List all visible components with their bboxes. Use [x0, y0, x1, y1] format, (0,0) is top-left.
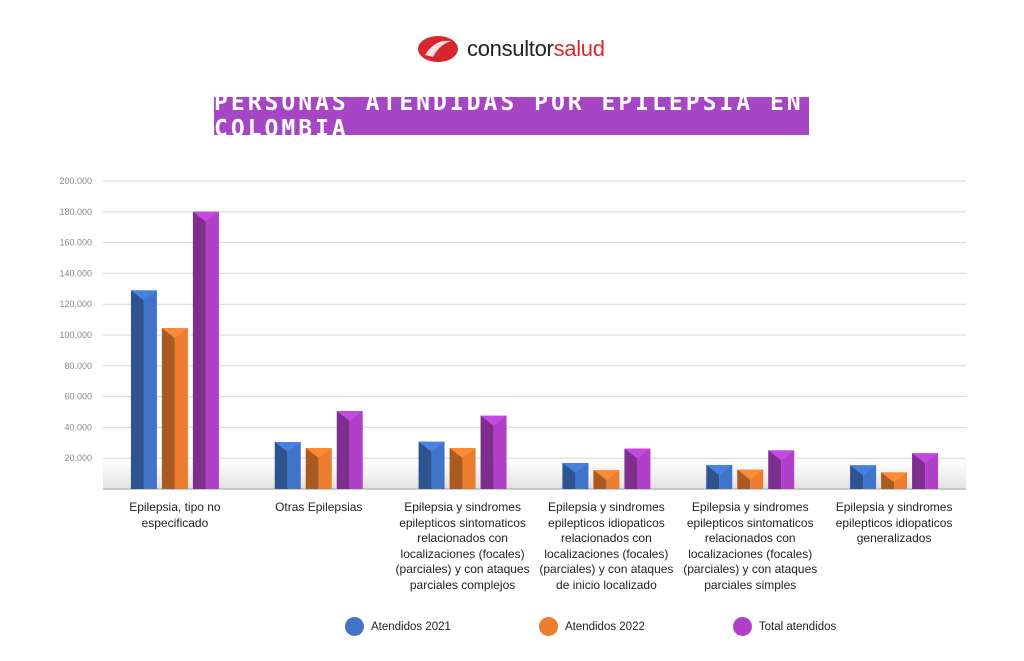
bar-2 [192, 211, 206, 490]
bar-0 [274, 442, 288, 489]
bar-1-top [881, 472, 908, 483]
y-tick-label: 200.000 [59, 176, 92, 186]
bar-2-top [336, 411, 363, 422]
bar-2-face [349, 411, 363, 489]
x-tick-label: Otras Epilepsias [275, 500, 363, 514]
bar-0-top [562, 462, 589, 473]
y-tick-label: 40.000 [64, 422, 92, 432]
bar-1-top [449, 448, 476, 459]
y-tick-label: 80.000 [64, 361, 92, 371]
x-tick-label: Epilepsia y sindromes epilepticos sintom… [395, 500, 530, 592]
bar-2-face [925, 453, 939, 489]
consultorsalud-logo-icon [418, 36, 458, 62]
legend-swatch-icon [538, 617, 558, 636]
legend-item: Atendidos 2022 [538, 617, 645, 636]
legend-item: Atendidos 2021 [345, 617, 451, 636]
bar-2-top [912, 453, 939, 464]
bar-1 [449, 448, 463, 489]
bar-0-face [143, 290, 157, 489]
chart-floor [103, 459, 966, 489]
legend-label: Atendidos 2021 [371, 620, 451, 633]
bar-2 [912, 453, 926, 489]
legend-swatch-icon [345, 617, 364, 636]
bar-1-face [174, 328, 188, 489]
bar-0 [130, 290, 144, 489]
x-tick-label: Epilepsia y sindromes epilepticos idiopa… [539, 500, 674, 592]
bar-2 [624, 448, 638, 489]
bar-1-top [593, 470, 620, 481]
legend: Atendidos 2021 Atendidos 2022 Total atendi… [345, 617, 924, 636]
bar-0-top [706, 464, 733, 475]
bar-2-face [205, 211, 219, 490]
bar-2 [480, 415, 494, 489]
y-tick-label: 120.000 [59, 299, 92, 309]
y-tick-label: 60.000 [64, 392, 92, 402]
bar-1-face [462, 448, 476, 489]
bar-2-face [637, 448, 651, 489]
bar-0-face [431, 441, 445, 489]
bar-1 [161, 328, 175, 489]
x-tick-label: Epilepsia, tipo no especificado [129, 500, 221, 530]
bar-1-top [161, 328, 188, 339]
y-tick-label: 140.000 [59, 268, 92, 278]
y-tick-label: 180.000 [59, 207, 92, 217]
y-tick-label: 100.000 [59, 330, 92, 340]
bar-2 [336, 411, 350, 489]
bar-0-top [850, 465, 877, 476]
bar-2-top [480, 415, 507, 426]
bar-2-face [781, 450, 795, 489]
legend-label: Total atendidos [758, 620, 837, 633]
bar-2-top [624, 448, 651, 459]
legend-swatch-icon [732, 617, 752, 636]
bar-2-top [768, 450, 795, 461]
bar-0-face [287, 442, 301, 489]
bar-1 [305, 448, 319, 489]
x-tick-label: Epilepsia y sindromes epilepticos idiopa… [835, 500, 953, 545]
y-tick-label: 20.000 [64, 453, 92, 463]
legend-label: Atendidos 2022 [564, 620, 645, 633]
x-tick-label: Epilepsia y sindromes epilepticos sintom… [683, 500, 818, 592]
logo: consultorsalud [417, 35, 605, 63]
bar-2-face [493, 415, 507, 489]
y-tick-label: 160.000 [59, 238, 92, 248]
legend-item: Total atendidos [732, 617, 837, 636]
bar-0 [418, 441, 432, 489]
bar-1-face [318, 448, 332, 489]
bar-0-top [418, 441, 445, 452]
bar-1-top [737, 469, 764, 480]
bar-2 [768, 450, 782, 489]
bar-2-top [192, 211, 219, 222]
bar-0-top [274, 442, 301, 453]
logo-text: consultorsalud [467, 36, 605, 61]
bar-0-top [130, 290, 157, 301]
bar-1-top [305, 448, 332, 459]
